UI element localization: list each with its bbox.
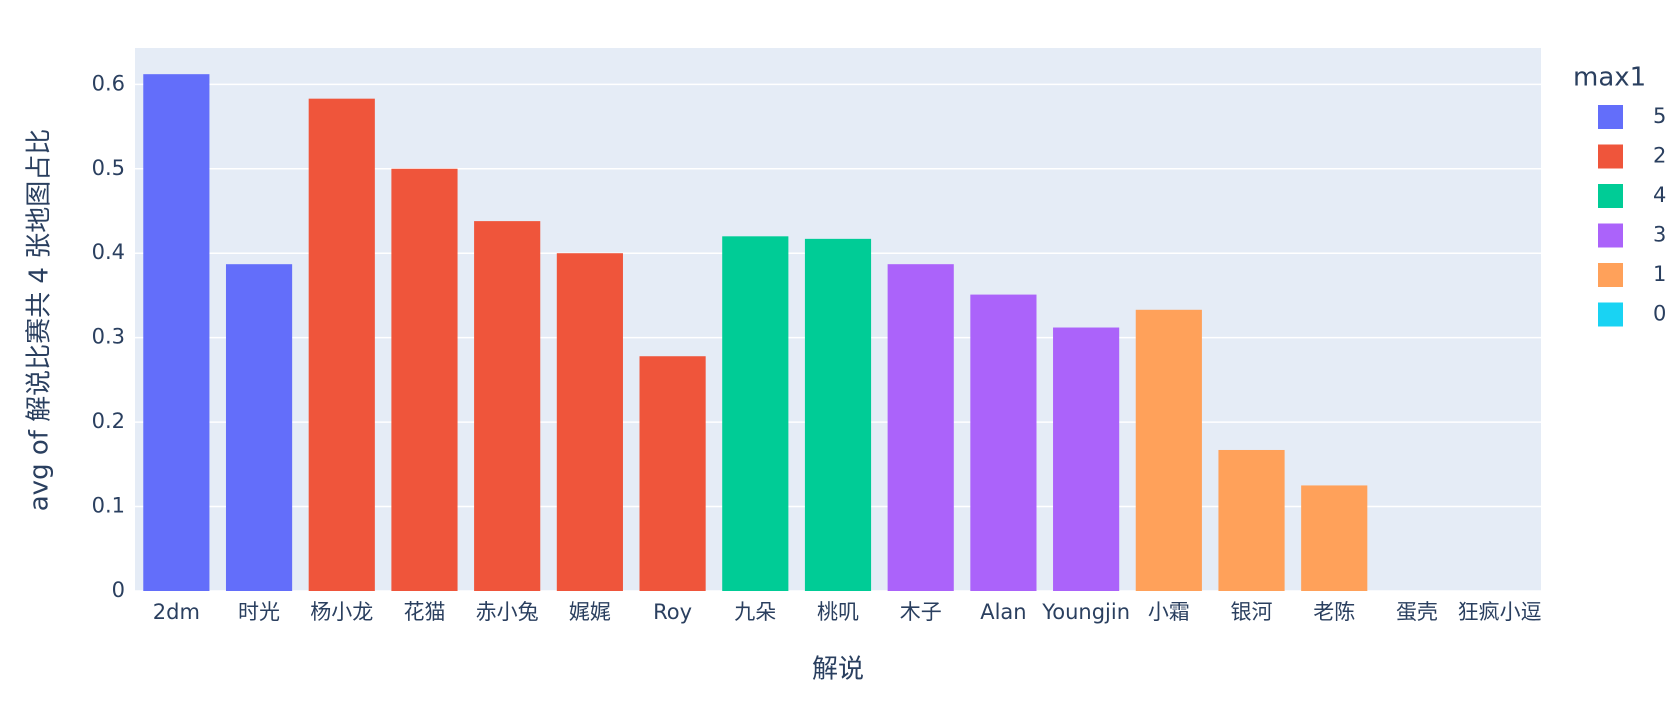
x-tick-label: 银河 <box>1231 600 1273 624</box>
x-tick-label: 赤小兔 <box>476 600 539 624</box>
bar <box>639 356 706 591</box>
bar <box>391 168 458 591</box>
x-tick-label: Youngjin <box>1041 600 1130 624</box>
bar <box>143 74 210 592</box>
x-tick-label: 老陈 <box>1313 600 1355 624</box>
bar <box>1135 309 1202 591</box>
legend-label: 0 <box>1653 302 1666 326</box>
legend-swatch <box>1598 105 1623 129</box>
legend-label: 5 <box>1653 104 1666 128</box>
x-tick-label: Roy <box>653 600 692 624</box>
bar <box>556 253 623 591</box>
y-tick-label: 0.5 <box>92 156 125 180</box>
bar <box>1218 449 1285 591</box>
legend-swatch <box>1598 263 1623 287</box>
legend-label: 2 <box>1653 144 1666 168</box>
legend-swatch <box>1598 184 1623 208</box>
legend-label: 3 <box>1653 223 1666 247</box>
legend-swatch <box>1598 302 1623 327</box>
y-tick-label: 0.1 <box>92 494 125 518</box>
bar <box>970 294 1037 591</box>
x-tick-label: 娓娓 <box>569 600 611 624</box>
x-tick-label: 木子 <box>900 600 942 624</box>
x-tick-label: 小霜 <box>1148 600 1190 624</box>
bar <box>804 238 872 592</box>
y-tick-label: 0.6 <box>92 71 125 95</box>
legend-label: 4 <box>1653 183 1666 207</box>
legend-swatch <box>1598 144 1623 169</box>
y-axis-title: avg of 解说比赛共 4 张地图占比 <box>25 129 55 512</box>
y-tick-label: 0.2 <box>92 409 125 433</box>
x-tick-label: 九朵 <box>734 600 776 624</box>
x-tick-label: 花猫 <box>403 600 445 624</box>
y-tick-label: 0.4 <box>92 240 125 264</box>
y-tick-label: 0 <box>112 578 125 602</box>
legend-swatch <box>1598 223 1623 248</box>
bar <box>1301 485 1368 591</box>
x-tick-label: Alan <box>980 600 1026 624</box>
x-tick-label: 蛋壳 <box>1396 600 1438 624</box>
x-tick-label: 狂疯小逗 <box>1458 600 1542 624</box>
x-axis-title: 解说 <box>812 655 864 685</box>
x-tick-label: 时光 <box>238 600 280 624</box>
bar <box>887 264 954 591</box>
x-tick-label: 桃叽 <box>817 600 859 624</box>
legend-label: 1 <box>1653 262 1666 286</box>
x-tick-label: 2dm <box>153 600 200 624</box>
x-tick-label: 杨小龙 <box>310 600 373 624</box>
bar <box>1053 327 1120 591</box>
bar <box>722 236 789 591</box>
bar <box>225 264 293 591</box>
bar <box>474 221 541 591</box>
legend-title: max1 <box>1573 63 1646 93</box>
y-tick-label: 0.3 <box>92 325 125 349</box>
bar <box>308 98 375 592</box>
